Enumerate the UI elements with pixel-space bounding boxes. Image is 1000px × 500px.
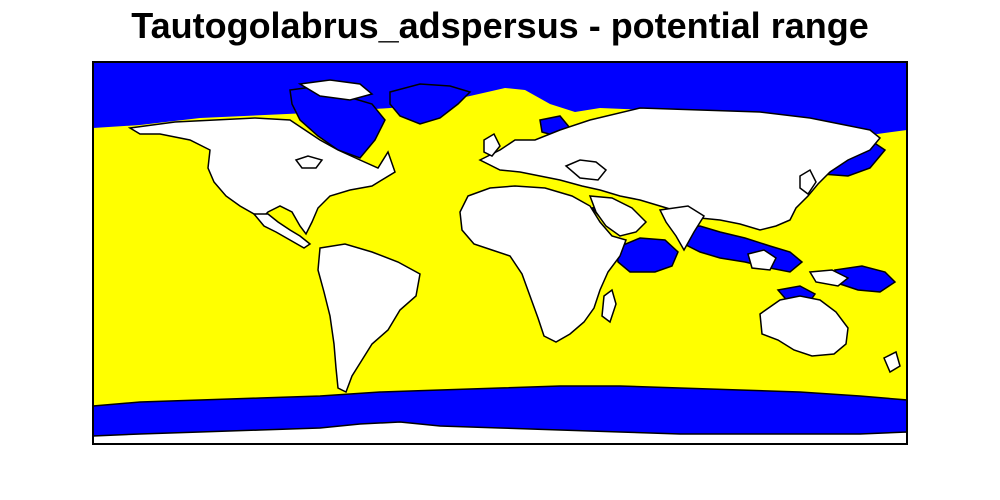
land-madagascar: [601, 288, 617, 324]
unsuitable-ocean-patch: [615, 237, 679, 273]
land-japan: [799, 168, 817, 196]
land-central-america: [252, 213, 312, 249]
land-indonesia: [747, 249, 777, 271]
land-masses: [127, 79, 901, 394]
land-great-lakes: [294, 155, 324, 169]
map-frame: [92, 61, 908, 445]
land-inland-sea: [564, 159, 608, 181]
land-arctic-islands: [297, 79, 374, 101]
land-antarctica: [92, 421, 908, 445]
map-title: Tautogolabrus_adspersus - potential rang…: [131, 5, 869, 46]
land-north-america: [127, 117, 396, 236]
land-south-america: [317, 243, 421, 394]
land-eurasia: [478, 107, 882, 231]
land-new-zealand: [883, 350, 901, 374]
unsuitable-ocean-patch: [833, 265, 897, 293]
land-greenland: [389, 83, 472, 125]
map-border: [92, 61, 908, 445]
land-arabia: [588, 195, 648, 237]
land-new-guinea: [808, 269, 850, 287]
land-australia: [759, 295, 849, 357]
land-british-isles: [483, 132, 501, 157]
land-india: [658, 205, 706, 252]
land-africa: [459, 185, 627, 343]
